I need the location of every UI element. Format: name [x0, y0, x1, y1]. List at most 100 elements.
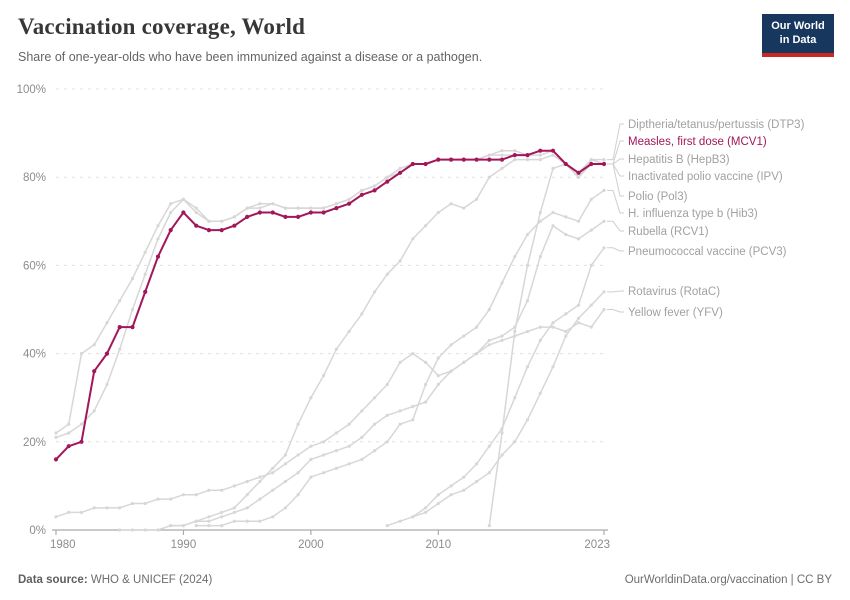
- data-point-mcv1: [66, 444, 71, 449]
- data-point-hepb3: [589, 158, 593, 162]
- data-point-mcv1: [423, 161, 428, 167]
- data-point-pol3: [181, 197, 185, 201]
- data-point-mcv1: [257, 210, 262, 215]
- data-point-hib3: [500, 281, 504, 285]
- data-point-mcv1: [130, 325, 135, 330]
- data-point-pcv3: [449, 484, 453, 488]
- data-point-hepb3: [322, 374, 326, 378]
- attribution-link[interactable]: OurWorldinData.org/vaccination | CC BY: [624, 574, 832, 586]
- series-line-rotac[interactable]: [385, 290, 606, 528]
- data-point-mcv1: [347, 201, 352, 206]
- legend-label-dtp3[interactable]: Diptheria/tetanus/pertussis (DTP3): [628, 119, 805, 131]
- legend-label-mcv1[interactable]: Measles, first dose (MCV1): [628, 136, 767, 148]
- data-point-yfv: [538, 325, 542, 329]
- data-point-pcv3: [513, 396, 517, 400]
- data-point-yfv: [411, 404, 415, 409]
- data-point-rotac: [411, 515, 415, 519]
- data-point-yfv: [232, 510, 236, 514]
- data-point-ipv: [551, 166, 555, 170]
- data-point-mcv1: [104, 351, 110, 356]
- data-point-mcv1: [398, 170, 403, 175]
- data-point-yfv: [602, 307, 606, 312]
- series-line-yfv[interactable]: [118, 307, 606, 532]
- data-point-pol3: [258, 206, 262, 210]
- data-point-rcv1: [500, 334, 504, 338]
- series-path-yfv: [118, 308, 605, 531]
- data-point-yfv: [220, 515, 224, 519]
- data-point-hib3: [373, 449, 377, 453]
- data-point-hib3: [271, 515, 275, 519]
- series-line-hepb3[interactable]: [169, 153, 606, 528]
- data-point-mcv1: [79, 439, 84, 444]
- data-point-mcv1: [474, 157, 479, 162]
- legend-label-ipv[interactable]: Inactivated polio vaccine (IPV): [628, 171, 783, 183]
- data-point-rcv1: [576, 237, 581, 241]
- legend-label-pcv3[interactable]: Pneumococcal vaccine (PCV3): [628, 246, 787, 258]
- chart-footer: Data source: WHO & UNICEF (2024) OurWorl…: [18, 574, 832, 586]
- data-point-rcv1: [143, 501, 147, 506]
- data-point-pol3: [373, 184, 377, 188]
- data-point-pol3: [169, 210, 173, 215]
- data-point-pcv3: [500, 427, 504, 431]
- legend-connector-hib3: [607, 189, 624, 214]
- data-point-rcv1: [538, 255, 542, 259]
- series-line-rcv1[interactable]: [54, 219, 606, 519]
- data-point-rcv1: [271, 471, 275, 475]
- data-point-hepb3: [347, 329, 351, 334]
- series-line-pcv3[interactable]: [411, 246, 606, 519]
- data-point-hepb3: [220, 510, 224, 514]
- legend-label-hib3[interactable]: H. influenza type b (Hib3): [628, 208, 758, 220]
- legend-label-hepb3[interactable]: Hepatitis B (HepB3): [628, 154, 730, 166]
- chart-subtitle: Share of one-year-olds who have been imm…: [18, 50, 483, 64]
- data-point-ipv: [525, 263, 530, 267]
- data-point-hib3: [525, 232, 530, 237]
- owid-logo[interactable]: Our World in Data: [762, 14, 834, 57]
- data-point-pol3: [105, 382, 109, 387]
- data-point-yfv: [475, 352, 479, 356]
- data-point-mcv1: [436, 157, 441, 162]
- legend-label-rotac[interactable]: Rotavirus (RotaC): [628, 286, 720, 298]
- data-point-dtp3: [258, 202, 262, 206]
- data-point-pol3: [232, 215, 236, 219]
- data-point-pcv3: [436, 493, 440, 497]
- data-point-dtp3: [79, 352, 84, 356]
- data-point-rcv1: [424, 360, 428, 364]
- y-tick-label-60: 60%: [23, 260, 46, 272]
- data-point-hib3: [194, 524, 198, 528]
- legend-label-rcv1[interactable]: Rubella (RCV1): [628, 226, 709, 238]
- data-point-hib3: [207, 524, 211, 528]
- x-tick-label-1990: 1990: [171, 539, 197, 551]
- data-point-rcv1: [296, 453, 300, 457]
- data-point-hib3: [283, 506, 287, 510]
- data-point-pol3: [500, 153, 504, 157]
- data-point-mcv1: [499, 157, 505, 162]
- owid-logo-line2: in Data: [779, 33, 817, 46]
- data-point-hepb3: [373, 290, 377, 294]
- series-line-hib3[interactable]: [194, 188, 606, 528]
- data-point-mcv1: [117, 325, 122, 330]
- legend-label-pol3[interactable]: Polio (Pol3): [628, 191, 688, 203]
- data-point-mcv1: [92, 369, 97, 374]
- data-point-hib3: [449, 343, 453, 347]
- series-path-rcv1: [55, 220, 605, 518]
- data-point-hib3: [385, 440, 389, 444]
- series-line-pol3[interactable]: [54, 149, 606, 439]
- chart-header: Vaccination coverage, World Share of one…: [18, 14, 758, 64]
- data-point-yfv: [424, 400, 428, 404]
- data-point-hepb3: [385, 272, 389, 276]
- y-tick-label-100: 100%: [17, 84, 46, 96]
- series-line-mcv1[interactable]: [53, 148, 607, 462]
- legend-label-yfv[interactable]: Yellow fever (YFV): [628, 307, 723, 319]
- data-point-rotac: [576, 316, 581, 320]
- data-point-hepb3: [283, 453, 287, 457]
- data-point-hepb3: [513, 158, 517, 162]
- data-point-pol3: [79, 422, 84, 426]
- data-point-hib3: [538, 219, 542, 223]
- data-point-pol3: [487, 153, 491, 157]
- data-point-hepb3: [232, 506, 236, 510]
- data-point-dtp3: [130, 277, 135, 281]
- data-point-yfv: [564, 329, 568, 334]
- data-point-hepb3: [309, 396, 313, 400]
- data-point-hib3: [398, 422, 402, 426]
- data-point-mcv1: [270, 210, 275, 215]
